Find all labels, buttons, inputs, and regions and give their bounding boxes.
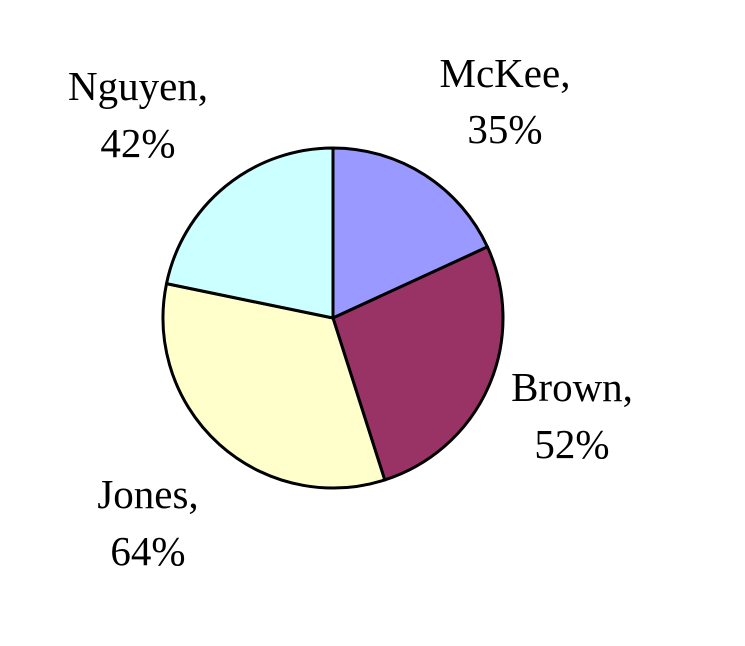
label-nguyen-value: 42% xyxy=(100,120,175,166)
pie-slice-nguyen xyxy=(165,146,335,320)
label-mckee-name: McKee, xyxy=(440,50,571,96)
pie-slice-jones xyxy=(161,282,387,490)
label-mckee-value: 35% xyxy=(467,106,542,152)
pie-slice-mckee xyxy=(331,146,489,320)
label-jones-name: Jones, xyxy=(97,471,198,517)
label-brown-value: 52% xyxy=(534,421,609,467)
label-jones-value: 64% xyxy=(110,528,185,574)
label-nguyen-name: Nguyen, xyxy=(68,63,208,109)
pie-slices xyxy=(161,146,505,490)
label-brown-name: Brown, xyxy=(511,364,633,410)
pie-slice-brown xyxy=(331,245,505,482)
